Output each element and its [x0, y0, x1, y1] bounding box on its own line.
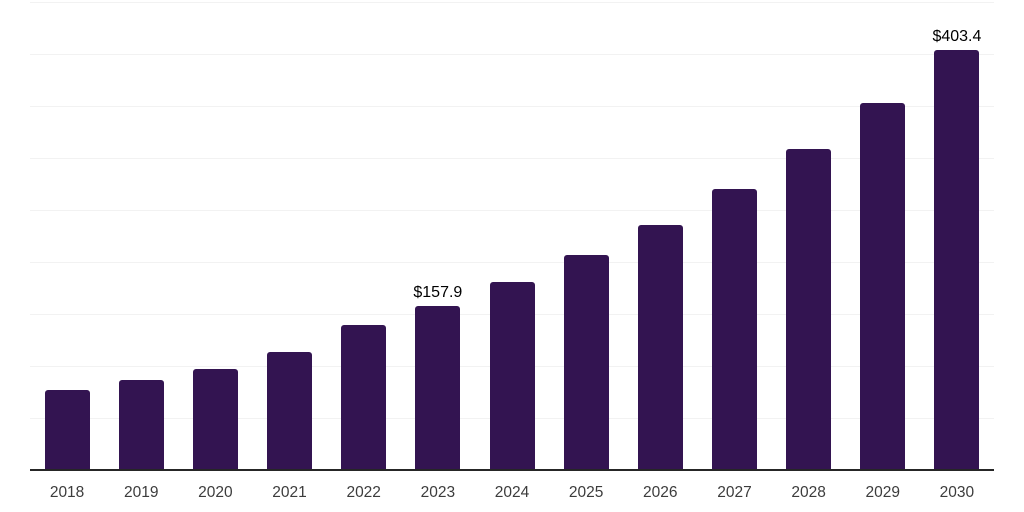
x-tick-label-2030: 2030: [939, 484, 975, 501]
x-tick-label-2019: 2019: [123, 484, 159, 501]
bar-2028: [786, 149, 832, 470]
data-label-2023: $157.9: [413, 283, 463, 301]
bar-2026: [637, 224, 683, 470]
gridline: [30, 54, 994, 55]
gridline: [30, 106, 994, 107]
x-tick-label-2028: 2028: [791, 484, 826, 501]
x-tick-label-2023: 2023: [420, 484, 456, 501]
gridline: [30, 210, 994, 211]
bar-2019: [118, 379, 164, 470]
bar-2018: [44, 389, 90, 470]
x-tick-label-2018: 2018: [49, 484, 85, 501]
x-tick-label-2024: 2024: [494, 484, 530, 501]
bar-2025: [563, 255, 609, 470]
bar-2024: [489, 282, 535, 470]
bar-2022: [341, 325, 387, 470]
data-label-2030: $403.4: [932, 28, 982, 46]
bar-2021: [267, 352, 313, 470]
bar-2027: [711, 189, 757, 470]
gridline: [30, 2, 994, 3]
gridline: [30, 262, 994, 263]
bar-2029: [860, 103, 906, 470]
bar-2020: [192, 369, 238, 470]
x-tick-label-2022: 2022: [346, 484, 381, 501]
x-tick-label-2026: 2026: [643, 484, 678, 501]
x-axis-line: [30, 469, 994, 471]
bar-2030: [934, 50, 980, 470]
x-tick-label-2025: 2025: [568, 484, 604, 501]
x-tick-label-2020: 2020: [198, 484, 233, 501]
x-tick-label-2021: 2021: [272, 484, 307, 501]
gridline: [30, 158, 994, 159]
bar-2023: [415, 305, 461, 470]
x-tick-label-2029: 2029: [865, 484, 901, 501]
x-tick-label-2027: 2027: [717, 484, 752, 501]
